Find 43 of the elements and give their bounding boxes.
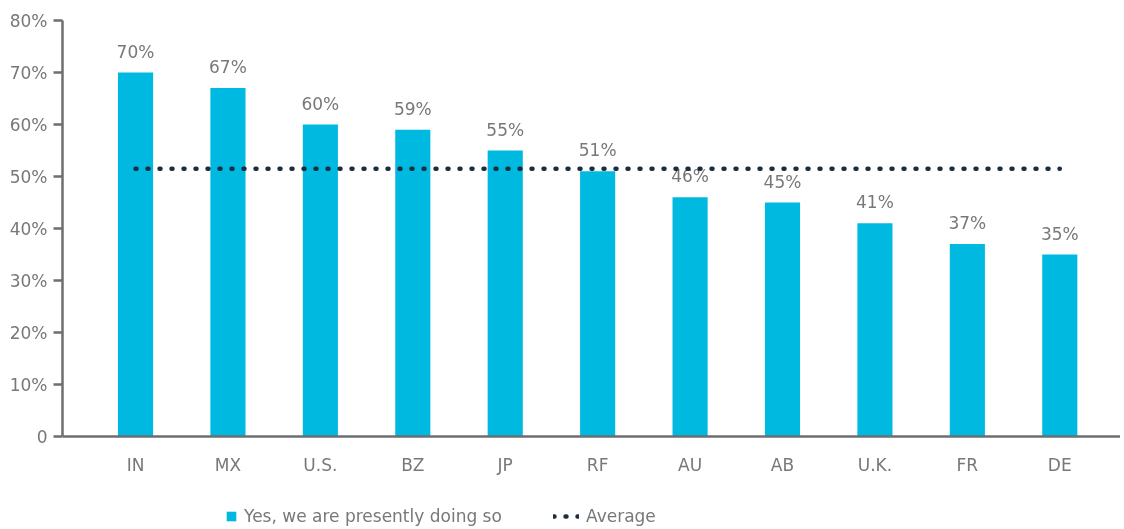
bar <box>117 72 154 437</box>
bar <box>1042 254 1078 437</box>
data-label: 60% <box>301 93 340 114</box>
x-tick-label: DE <box>1047 454 1072 475</box>
y-tick-label: 30% <box>9 270 48 291</box>
bar <box>210 88 246 437</box>
bar <box>302 124 338 437</box>
x-tick-label: MX <box>214 454 242 475</box>
data-label: 41% <box>856 192 894 213</box>
bar <box>672 197 708 437</box>
y-tick-label: 60% <box>9 114 48 135</box>
x-tick-label: IN <box>126 454 145 475</box>
x-tick-label: BZ <box>401 454 425 475</box>
x-tick-label: AU <box>678 454 703 475</box>
data-label: 67% <box>209 57 247 78</box>
x-tick-label: JP <box>496 454 513 475</box>
data-label: 45% <box>763 171 802 192</box>
y-tick-label: 20% <box>9 322 48 343</box>
bar <box>857 223 893 437</box>
legend-label: Average <box>586 506 656 526</box>
y-tick-label: 40% <box>9 218 48 239</box>
legend-label: Yes, we are presently doing so <box>244 506 502 526</box>
data-label: 51% <box>578 140 617 161</box>
x-tick-label: RF <box>586 454 609 475</box>
y-tick-label: 80% <box>9 10 48 31</box>
bar <box>949 244 985 437</box>
x-tick-label: U.K. <box>857 454 893 475</box>
data-label: 59% <box>393 98 432 119</box>
data-label: 35% <box>1040 223 1079 244</box>
bar <box>487 150 523 437</box>
y-tick-label: 50% <box>9 166 48 187</box>
bar <box>395 129 431 437</box>
data-label: 37% <box>948 213 987 234</box>
y-tick-label: 0 <box>36 426 48 447</box>
y-tick-label: 70% <box>9 62 48 83</box>
x-tick-label: AB <box>770 454 795 475</box>
data-label: 55% <box>486 119 525 140</box>
data-label: 70% <box>116 41 155 62</box>
bar <box>580 171 616 437</box>
y-tick-label: 10% <box>9 374 48 395</box>
bar <box>764 202 801 437</box>
x-tick-label: FR <box>956 454 979 475</box>
x-tick-label: U.S. <box>303 454 338 475</box>
